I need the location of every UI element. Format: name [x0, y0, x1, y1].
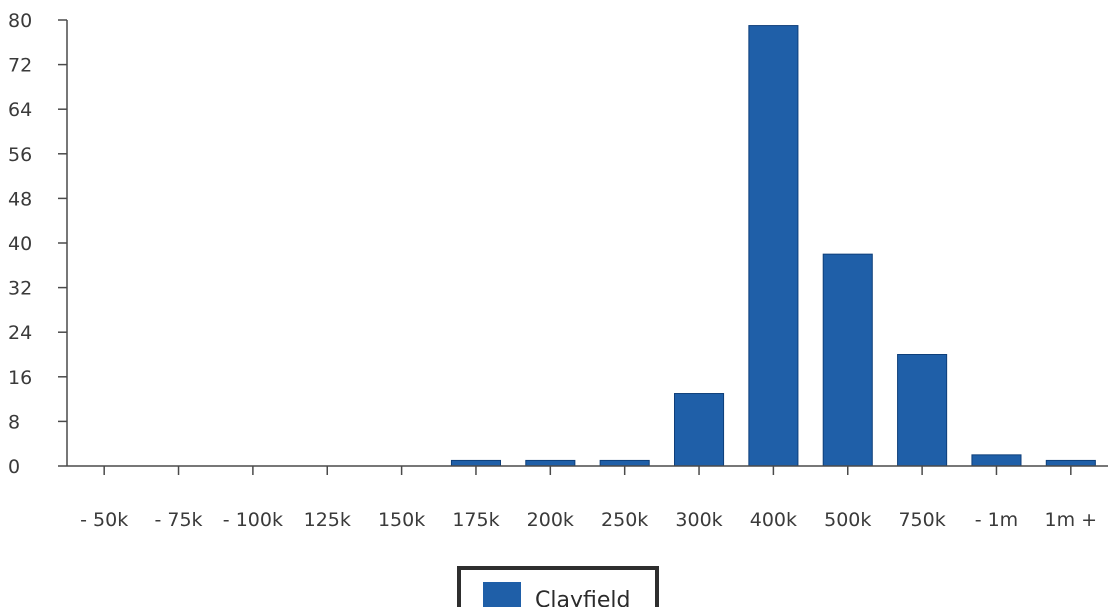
- x-tick-label: - 1m: [975, 509, 1019, 531]
- bar: [525, 459, 576, 467]
- y-tick-label: 56: [8, 144, 32, 166]
- x-tick-label: 175k: [452, 509, 499, 531]
- x-tick-label: 500k: [824, 509, 871, 531]
- legend-item: Clayfield: [483, 580, 630, 607]
- x-tick-label: - 75k: [154, 509, 202, 531]
- x-tick-label: 1m +: [1045, 509, 1098, 531]
- y-tick-label: 48: [8, 188, 32, 210]
- bar: [599, 459, 650, 467]
- legend: Clayfield: [457, 566, 659, 607]
- y-tick-label: 16: [8, 367, 32, 389]
- y-tick-label: 80: [8, 10, 32, 32]
- y-tick-label: 8: [8, 411, 20, 433]
- bar: [450, 459, 502, 467]
- x-tick-label: - 50k: [80, 509, 128, 531]
- bar: [1045, 459, 1096, 467]
- x-axis-ticks: - 50k - 75k - 100k 125k 150k 175k 200k 250k 300k…: [80, 466, 1097, 531]
- y-tick-label: 72: [8, 55, 32, 77]
- y-tick-label: 64: [8, 99, 32, 121]
- bar: [971, 454, 1022, 467]
- x-tick-label: 300k: [675, 509, 722, 531]
- legend-swatch: [483, 582, 521, 607]
- bar: [822, 253, 873, 467]
- bar: [897, 354, 948, 467]
- bar: [748, 25, 799, 467]
- x-tick-label: - 100k: [223, 509, 283, 531]
- y-tick-label: 40: [8, 233, 32, 255]
- y-tick-label: 32: [8, 278, 32, 300]
- legend-label: Clayfield: [535, 588, 631, 607]
- x-tick-label: 400k: [750, 509, 797, 531]
- x-tick-label: 200k: [527, 509, 574, 531]
- y-tick-label: 0: [8, 456, 20, 478]
- y-tick-label: 24: [8, 322, 32, 344]
- x-tick-label: 750k: [898, 509, 945, 531]
- bar-series: [450, 25, 1096, 467]
- bar: [673, 393, 725, 467]
- x-tick-label: 125k: [304, 509, 351, 531]
- y-axis-ticks: 0 8 16 24 32 40 48 56 64 72 80: [8, 10, 67, 478]
- x-tick-label: 250k: [601, 509, 648, 531]
- x-tick-label: 150k: [378, 509, 425, 531]
